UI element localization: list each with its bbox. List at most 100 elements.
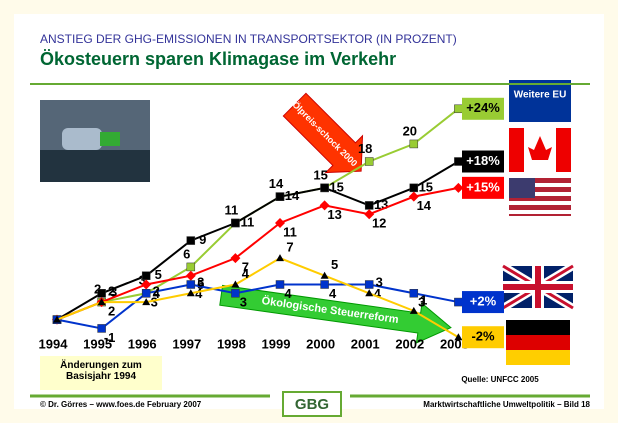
marker xyxy=(364,157,374,166)
marker xyxy=(141,271,151,280)
marker xyxy=(364,209,375,220)
uk-flag xyxy=(500,262,576,312)
marker xyxy=(186,236,196,245)
end-label: +24% xyxy=(466,100,500,115)
data-label: 5 xyxy=(155,267,162,282)
data-label: 11 xyxy=(241,214,255,229)
data-label: 11 xyxy=(283,224,297,239)
end-label-box xyxy=(462,326,504,349)
data-label: 3 xyxy=(376,275,383,290)
data-label: 2 xyxy=(108,304,115,319)
marker xyxy=(276,254,284,262)
subtitle: ANSTIEG DER GHG-EMISSIONEN IN TRANSPORTS… xyxy=(40,32,457,46)
marker xyxy=(409,183,419,193)
x-tick-label: 2001 xyxy=(351,336,380,351)
germany-flag xyxy=(506,320,570,365)
x-tick-label: 1997 xyxy=(172,336,201,351)
marker xyxy=(453,182,464,193)
data-label: 4 xyxy=(374,286,382,301)
data-label: 3 xyxy=(110,285,117,300)
data-label: 15 xyxy=(419,179,433,194)
data-label: 1 xyxy=(420,292,427,307)
canada-flag xyxy=(509,128,571,172)
marker xyxy=(142,298,151,306)
data-label: -1 xyxy=(104,330,116,345)
data-label: 14 xyxy=(269,176,284,191)
footer-right: Marktwirtschaftliche Umweltpolitik – Bil… xyxy=(423,400,590,409)
series-line xyxy=(56,283,459,330)
marker xyxy=(231,289,240,298)
marker xyxy=(319,200,330,211)
base-year-text: Änderungen zum Basisjahr 1994 xyxy=(60,360,142,382)
series-line xyxy=(56,160,459,321)
eu-flag: Weitere EU xyxy=(509,80,571,122)
marker xyxy=(186,280,196,289)
marker xyxy=(454,297,463,307)
data-label: 7 xyxy=(286,240,293,255)
end-label: -2% xyxy=(471,329,495,344)
marker xyxy=(320,183,329,193)
data-label: 15 xyxy=(329,179,343,194)
source: Quelle: UNFCC 2005 xyxy=(461,375,539,384)
data-label: 5 xyxy=(331,257,338,272)
data-label: 13 xyxy=(327,207,341,222)
data-label: 14 xyxy=(285,188,300,203)
footer-left: © Dr. Görres – www.foes.de February 2007 xyxy=(40,400,202,409)
x-tick-label: 1998 xyxy=(217,336,246,351)
series-line xyxy=(56,186,459,321)
end-label: +15% xyxy=(466,179,500,194)
marker xyxy=(275,192,285,201)
marker xyxy=(97,289,106,298)
x-tick-label: 2002 xyxy=(395,336,424,351)
data-label: 3 xyxy=(151,295,158,310)
marker xyxy=(320,280,329,289)
marker xyxy=(409,139,419,149)
data-label: 7 xyxy=(242,260,249,275)
data-label: 2 xyxy=(108,284,115,299)
x-tick-label: 1995 xyxy=(83,336,112,351)
data-label: 15 xyxy=(313,167,327,182)
marker xyxy=(231,218,240,228)
data-label: 11 xyxy=(225,202,239,217)
marker xyxy=(186,262,196,272)
marker xyxy=(409,306,418,314)
end-label: +18% xyxy=(466,153,500,168)
marker xyxy=(141,279,152,290)
data-label: 20 xyxy=(403,123,417,138)
marker xyxy=(53,315,61,323)
marker xyxy=(365,289,374,297)
marker xyxy=(409,289,419,298)
marker xyxy=(97,298,106,306)
data-label: 12 xyxy=(372,216,386,231)
data-label: 2 xyxy=(153,284,160,299)
marker xyxy=(408,191,419,202)
data-label: 4 xyxy=(242,266,250,281)
marker xyxy=(454,157,463,166)
eu-label: Weitere EU xyxy=(514,90,567,101)
marker xyxy=(97,324,106,333)
marker xyxy=(364,201,374,210)
marker xyxy=(454,333,463,341)
data-label: 6 xyxy=(183,246,190,261)
usa-flag xyxy=(509,178,571,216)
base-year-box xyxy=(40,356,162,390)
marker xyxy=(230,253,241,264)
marker xyxy=(231,280,240,288)
x-tick-label: 1999 xyxy=(262,336,291,351)
marker xyxy=(320,271,329,279)
photo xyxy=(40,100,150,182)
data-label: 18 xyxy=(358,141,372,156)
data-label: 14 xyxy=(417,198,432,213)
marker xyxy=(275,218,285,228)
marker xyxy=(364,280,374,289)
data-label: 2 xyxy=(94,282,101,297)
x-tick-label: 2000 xyxy=(306,336,335,351)
data-label: 9 xyxy=(199,232,206,247)
logo-box xyxy=(282,391,342,417)
end-label-box xyxy=(462,97,504,120)
data-label: 4 xyxy=(153,286,161,301)
base-year-note: Änderungen zum Basisjahr 1994 xyxy=(60,360,142,382)
footer-center: GBG xyxy=(295,396,329,413)
data-label: 3 xyxy=(240,295,247,310)
